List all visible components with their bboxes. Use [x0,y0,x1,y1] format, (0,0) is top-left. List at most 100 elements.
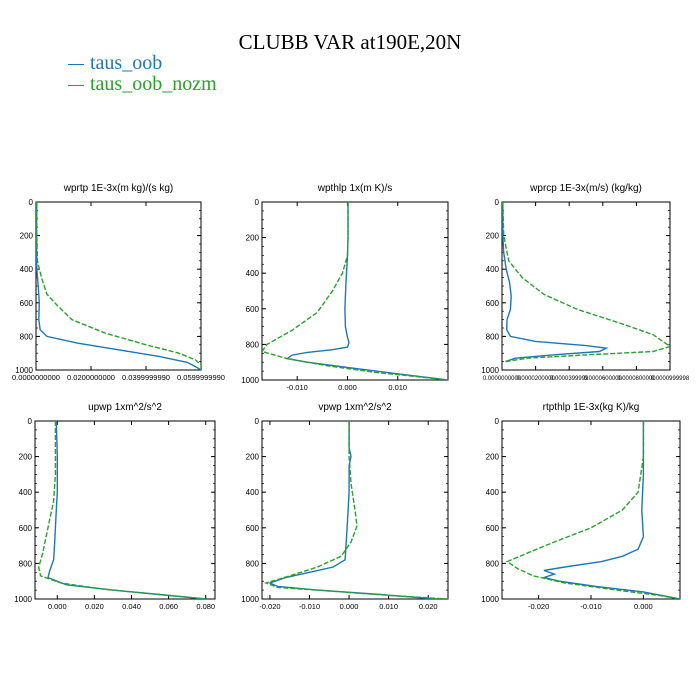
panel-title: wpthlp 1x(m K)/s [317,183,392,194]
x-tick-label: 0.0000399999 [550,376,589,382]
x-tick-label: 0.000 [338,383,357,392]
y-tick-label: 800 [246,340,260,349]
panel-title: rtpthlp 1E-3x(kg K)/kg [543,402,640,413]
y-tick-label: 600 [486,299,500,308]
x-tick-label: 0.020 [85,602,104,611]
plot-frame [34,420,216,600]
series-line-taus-oob [285,202,448,380]
y-tick-label: 800 [20,332,34,341]
x-tick-label: 0.0000000000 [483,376,522,382]
y-tick-label: 200 [19,453,33,462]
legend-line-icon [68,84,84,86]
y-tick-label: 800 [246,559,260,568]
y-tick-label: 400 [20,265,34,274]
panel-6: rtpthlp 1E-3x(kg K)/kg 0 200 400 600 800 1000 -… [481,402,681,611]
x-tick-label: 0.000 [48,602,67,611]
y-tick-label: 1000 [481,366,499,375]
plot-frame [261,201,449,381]
legend-label: taus_oob [90,52,163,74]
panel-title: upwp 1xm^2/s^2 [88,402,162,413]
x-tick-label: 0.0000999998 [651,376,690,382]
panel-4: upwp 1xm^2/s^2 0 200 400 600 800 1000 0.000 0.02… [14,402,216,611]
x-tick-label: -0.020 [528,602,549,611]
panel-2: wpthlp 1x(m K)/s 0 200 400 600 800 1000 -0.010 0… [241,183,449,392]
legend-label: taus_oob_nozm [90,73,217,95]
series-line-taus-oob-nozm [36,202,201,370]
panel-5: vpwp 1xm^2/s^2 0 200 400 600 800 1000-0.020 -0.… [241,402,449,611]
panel-3: wprcp 1E-3x(m/s) (kg/kg) 0 200 400 600 800 100… [481,183,690,382]
plot-frame [35,201,202,371]
x-tick-label: 0.060 [159,602,178,611]
series-line-taus-oob-nozm [505,421,680,599]
plot-frame [501,201,671,371]
y-tick-label: 0 [29,198,34,207]
x-tick-label: 0.0399999990 [122,373,170,382]
x-tick-label: 0.010 [379,602,398,611]
legend-item-taus-oob: taus_oob [68,52,162,75]
x-tick-label: 0.0000800000 [617,376,656,382]
panel-title: vpwp 1xm^2/s^2 [318,402,392,413]
series-line-taus-oob-nozm [37,421,206,599]
series-line-taus-oob [541,421,680,599]
series-line-taus-oob-nozm [262,202,448,380]
y-tick-label: 0 [495,198,500,207]
x-tick-label: 0.0599999990 [177,373,225,382]
y-tick-label: 800 [19,559,33,568]
y-tick-label: 200 [486,232,500,241]
y-tick-label: 400 [246,269,260,278]
y-tick-label: 600 [246,524,260,533]
y-tick-label: 200 [20,232,34,241]
y-tick-label: 600 [19,524,33,533]
x-tick-label: 0.020 [419,602,438,611]
plot-frame [501,420,681,600]
x-tick-label: 0.000 [634,602,653,611]
y-tick-label: 0 [28,417,33,426]
y-tick-label: 0 [255,417,260,426]
y-tick-label: 400 [486,265,500,274]
y-tick-label: 400 [246,488,260,497]
y-tick-label: 1000 [241,595,259,604]
y-tick-label: 400 [486,488,500,497]
y-tick-label: 1000 [241,376,259,385]
series-line-taus-oob-nozm [502,202,670,363]
panel-title: wprcp 1E-3x(m/s) (kg/kg) [529,183,642,194]
y-tick-label: 600 [20,299,34,308]
x-tick-label: -0.010 [299,602,320,611]
series-line-taus-oob [47,421,206,599]
panel-title: wprtp 1E-3x(m kg)/(s kg) [63,183,173,194]
x-tick-label: 0.010 [388,383,407,392]
series-line-taus-oob [36,202,201,370]
x-tick-label: -0.010 [287,383,308,392]
x-tick-label: -0.020 [259,602,280,611]
y-tick-label: 1000 [14,595,32,604]
y-tick-label: 0 [495,417,500,426]
figure-title: CLUBB VAR at190E,20N [238,30,462,54]
x-tick-label: 0.040 [122,602,141,611]
series-line-taus-oob-nozm [263,421,448,599]
series-line-taus-oob [502,202,609,363]
y-tick-label: 1000 [481,595,499,604]
y-tick-label: 1000 [15,366,33,375]
panel-1: wprtp 1E-3x(m kg)/(s kg) 0 200 400 600 800 100… [12,183,225,382]
y-tick-label: 200 [246,234,260,243]
y-tick-label: 800 [486,559,500,568]
x-tick-label: 0.0000200000 [516,376,555,382]
x-tick-label: 0.0000600000 [584,376,623,382]
y-tick-label: 600 [486,524,500,533]
x-tick-label: 0.0000000000 [12,373,60,382]
x-tick-label: -0.010 [580,602,601,611]
y-tick-label: 800 [486,332,500,341]
plot-frame [261,420,449,600]
x-tick-label: 0.000 [340,602,359,611]
y-tick-label: 200 [246,453,260,462]
y-tick-label: 600 [246,305,260,314]
y-tick-label: 400 [19,488,33,497]
legend-line-icon [68,63,84,65]
x-tick-label: 0.080 [196,602,215,611]
x-tick-label: 0.0200000000 [67,373,115,382]
y-tick-label: 0 [255,198,260,207]
legend-item-taus-oob-nozm: taus_oob_nozm [68,73,217,96]
y-tick-label: 200 [486,453,500,462]
series-line-taus-oob [267,421,437,599]
